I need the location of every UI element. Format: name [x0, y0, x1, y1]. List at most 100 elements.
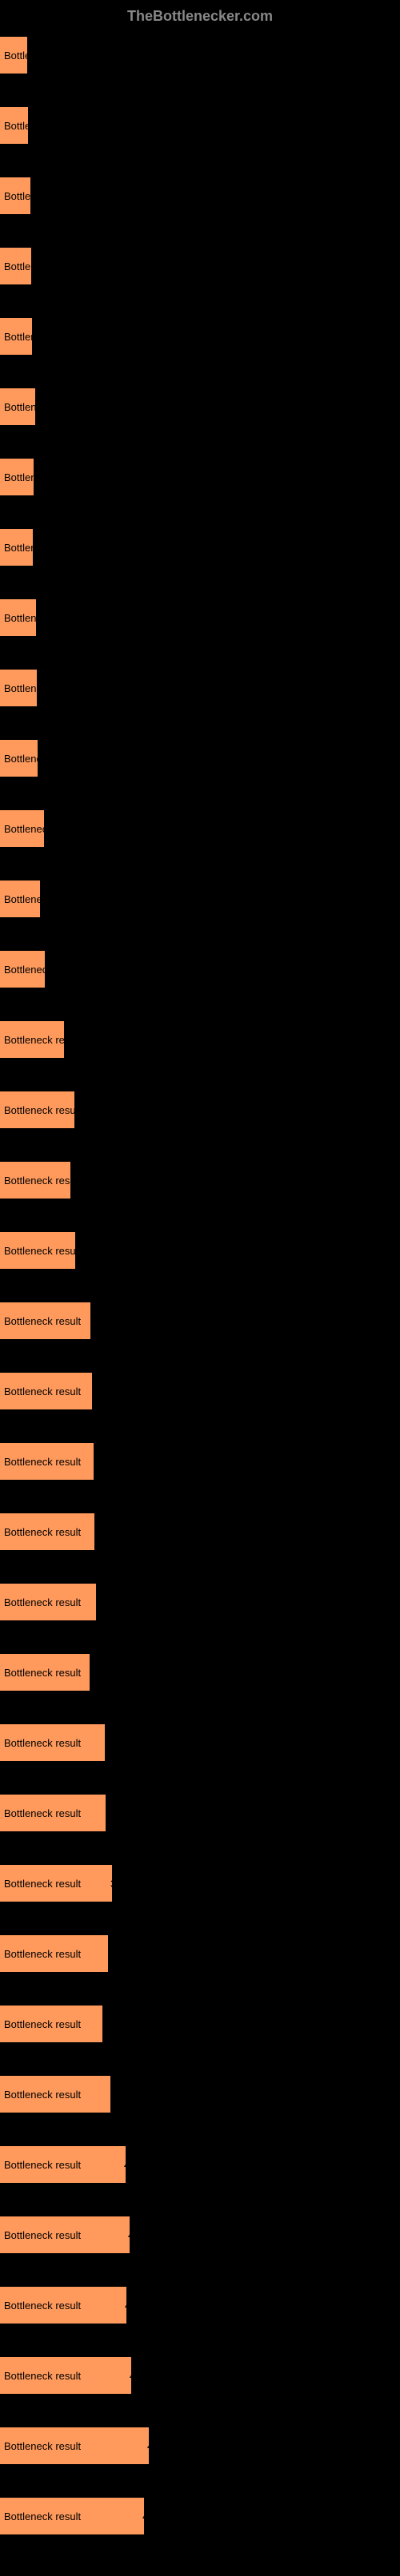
bar-row: Bottleneck result — [0, 1373, 400, 1409]
bottleneck-bar: Bottle — [0, 37, 27, 74]
bar-row: Bottlene — [0, 670, 400, 706]
bar-value: 41 — [125, 2300, 136, 2312]
bar-row: Bottleneck — [0, 810, 400, 847]
bottleneck-bar: Bottleneck result — [0, 2498, 144, 2534]
bar-label: Bottleneck result — [4, 1737, 81, 1749]
bottleneck-bar: Bottleneck result — [0, 1373, 92, 1409]
bottleneck-bar: Bottleneck result — [0, 2357, 131, 2394]
bar-row: Bottleneck result — [0, 1091, 400, 1128]
bar-label: Bottleneck result — [4, 2229, 81, 2241]
bar-row: Bottleneck result — [0, 1443, 400, 1480]
bar-value: 49% — [147, 2440, 168, 2452]
bar-label: Bottlen — [4, 542, 36, 554]
bar-row: Bottleneck result — [0, 2076, 400, 2113]
bar-label: Bottleneck result — [4, 1245, 81, 1257]
bottleneck-bar: Bottleneck result — [0, 1795, 106, 1831]
bar-row: Bottleneck result — [0, 1724, 400, 1761]
bar-row: Bottleneck result — [0, 1513, 400, 1550]
bottleneck-bar: Bottleneck result — [0, 1584, 96, 1620]
bottleneck-bar: Bottlene — [0, 740, 38, 777]
bar-label: Bottlen — [4, 190, 36, 202]
bar-row: Bottleneck result — [0, 1584, 400, 1620]
bottleneck-bar: Bottleneck result — [0, 2146, 126, 2183]
site-title: TheBottlenecker.com — [0, 8, 400, 25]
bottleneck-bar: Bottleneck res — [0, 1021, 64, 1058]
bottleneck-bar: Bottleneck result — [0, 1232, 75, 1269]
bottleneck-bar: Bottlene — [0, 388, 35, 425]
bar-label: Bottleneck — [4, 823, 53, 835]
bar-label: Bottleneck — [4, 964, 53, 976]
bar-label: Bottleneck result — [4, 2089, 81, 2101]
bar-row: Bottleneck result — [0, 1232, 400, 1269]
bar-row: Bottlen — [0, 318, 400, 355]
bar-label: Bottle — [4, 50, 30, 62]
bar-label: Bottlene — [4, 682, 42, 694]
bottleneck-bar: Bottleneck resul — [0, 1162, 70, 1199]
bar-row: 41 Bottleneck result — [0, 2146, 400, 2183]
bottleneck-bar: Bottleneck result — [0, 1865, 112, 1902]
bar-label: Bottlen — [4, 471, 36, 483]
bottleneck-chart: BottleBottleBottlenBottlenBottlenBottlen… — [0, 37, 400, 2534]
bar-value: 43 — [130, 2370, 141, 2382]
bottleneck-bar: Bottleneck result — [0, 1654, 90, 1691]
bar-label: Bottleneck result — [4, 2300, 81, 2312]
bar-row: 41 Bottleneck result — [0, 2287, 400, 2324]
bar-label: Bottleneck result — [4, 1948, 81, 1960]
bar-row: Bottlen — [0, 459, 400, 495]
bar-label: Bottleneck result — [4, 1807, 81, 1819]
bottleneck-bar: Bottleneck result — [0, 1513, 94, 1550]
bar-row: 49%Bottleneck result — [0, 2427, 400, 2464]
bar-value: 3 — [110, 1878, 116, 1890]
bar-label: Bottleneck result — [4, 1596, 81, 1608]
bottleneck-bar: Bottlen — [0, 529, 33, 566]
bar-label: Bottleneck result — [4, 1667, 81, 1679]
bar-label: Bottleneck result — [4, 1104, 81, 1116]
bar-label: Bottlene — [4, 401, 42, 413]
bottleneck-bar: Bottleneck result — [0, 2287, 126, 2324]
bottleneck-bar: Bottlene — [0, 599, 36, 636]
bar-row: Bottlenec — [0, 881, 400, 917]
bottleneck-bar: Bottlen — [0, 318, 32, 355]
bar-row: Bottleneck result — [0, 1935, 400, 1972]
bar-row: Bottlene — [0, 740, 400, 777]
bar-label: Bottleneck result — [4, 2510, 81, 2522]
bar-row: Bottle — [0, 107, 400, 144]
bar-row: 3 Bottleneck result — [0, 1865, 400, 1902]
bar-label: Bottleneck result — [4, 1456, 81, 1468]
bar-label: Bottleneck result — [4, 1315, 81, 1327]
bar-label: Bottleneck resul — [4, 1175, 78, 1187]
bar-row: 43 Bottleneck result — [0, 2357, 400, 2394]
bottleneck-bar: Bottleneck result — [0, 1935, 108, 1972]
bar-value: 42 — [128, 2229, 139, 2241]
bar-label: Bottleneck result — [4, 2159, 81, 2171]
bottleneck-bar: Bottlene — [0, 670, 37, 706]
bar-row: Bottle — [0, 37, 400, 74]
bottleneck-bar: Bottleneck result — [0, 2427, 149, 2464]
bottleneck-bar: Bottlen — [0, 459, 34, 495]
bottleneck-bar: Bottleneck result — [0, 2076, 110, 2113]
bar-row: Bottlene — [0, 388, 400, 425]
bar-row: Bottleneck result — [0, 2006, 400, 2042]
bar-label: Bottlen — [4, 331, 36, 343]
bar-label: Bottleneck result — [4, 1526, 81, 1538]
bar-row: 42 Bottleneck result — [0, 2216, 400, 2253]
bar-row: Bottlen — [0, 177, 400, 214]
bar-label: Bottleneck res — [4, 1034, 70, 1046]
bar-row: Bottleneck — [0, 951, 400, 988]
bottleneck-bar: Bottlen — [0, 177, 30, 214]
bottleneck-bar: Bottleneck — [0, 810, 44, 847]
bottleneck-bar: Bottleneck result — [0, 1724, 105, 1761]
bar-value: 41 — [124, 2159, 135, 2171]
bottleneck-bar: Bottleneck result — [0, 1091, 74, 1128]
bar-row: Bottleneck result — [0, 1302, 400, 1339]
bar-label: Bottlenec — [4, 893, 47, 905]
bar-label: Bottlene — [4, 612, 42, 624]
bar-row: Bottlene — [0, 599, 400, 636]
bar-label: Bottle — [4, 120, 30, 132]
bar-row: Bottleneck resul — [0, 1162, 400, 1199]
bar-label: Bottleneck result — [4, 2370, 81, 2382]
bottleneck-bar: Bottle — [0, 107, 28, 144]
bottleneck-bar: Bottleneck result — [0, 2006, 102, 2042]
bar-label: Bottleneck result — [4, 1878, 81, 1890]
bar-value: 47 — [142, 2510, 154, 2522]
